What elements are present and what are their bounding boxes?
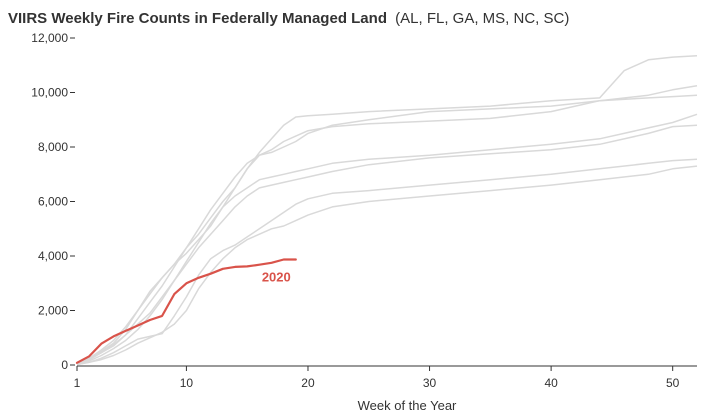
series-line-2020 <box>75 258 297 364</box>
x-tick-label: 1 <box>74 376 81 390</box>
y-axis: 0 2,000 4,000 6,000 8,000 10,000 12,000 <box>31 31 75 372</box>
chart-title: VIIRS Weekly Fire Counts in Federally Ma… <box>8 10 569 27</box>
highlight-series-label: 2020 <box>262 270 291 285</box>
background-series <box>76 54 698 366</box>
series-line-background <box>76 158 698 366</box>
y-tick-label: 12,000 <box>31 31 68 45</box>
x-axis-title: Week of the Year <box>358 398 457 413</box>
x-tick-label: 30 <box>423 376 437 390</box>
y-tick-label: 2,000 <box>38 304 68 318</box>
y-tick-label: 4,000 <box>38 249 68 263</box>
svg-text:VIIRS Weekly Fire Counts in Fe: VIIRS Weekly Fire Counts in Federally Ma… <box>8 10 569 27</box>
series-line-background <box>76 124 698 365</box>
series-line-background <box>76 84 698 365</box>
x-tick-label: 50 <box>666 376 680 390</box>
series-line-background <box>76 94 698 365</box>
y-tick-label: 0 <box>61 358 68 372</box>
x-tick-label: 20 <box>301 376 315 390</box>
x-tick-label: 10 <box>180 376 194 390</box>
series-line-background <box>76 54 698 365</box>
x-axis: 1 10 20 30 40 50 <box>74 365 697 390</box>
y-tick-label: 10,000 <box>31 86 68 100</box>
title-subtitle: (AL, FL, GA, MS, NC, SC) <box>395 10 569 27</box>
y-tick-label: 8,000 <box>38 140 68 154</box>
title-main: VIIRS Weekly Fire Counts in Federally Ma… <box>8 10 387 27</box>
x-tick-label: 40 <box>544 376 558 390</box>
series-line-background <box>76 165 698 366</box>
highlight-series <box>75 258 297 364</box>
y-tick-label: 6,000 <box>38 195 68 209</box>
